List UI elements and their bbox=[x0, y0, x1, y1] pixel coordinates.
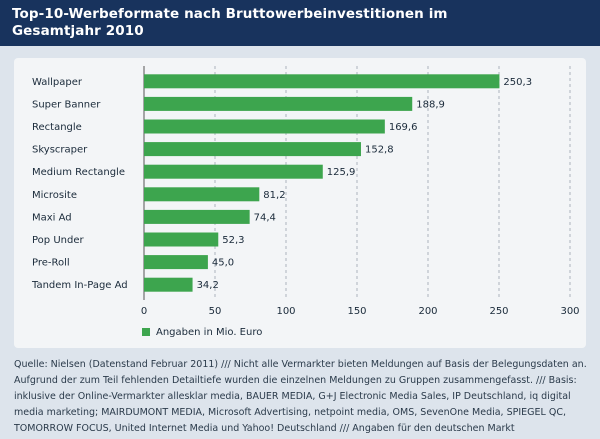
category-label: Pre-Roll bbox=[32, 258, 70, 269]
bar bbox=[144, 119, 385, 134]
value-label: 188,9 bbox=[416, 99, 445, 110]
x-tick-label: 150 bbox=[347, 306, 366, 317]
x-tick-label: 50 bbox=[209, 306, 222, 317]
category-label: Maxi Ad bbox=[32, 212, 72, 223]
category-label: Skyscraper bbox=[32, 145, 88, 156]
chart-title-line-1: Top-10-Werbeformate nach Bruttowerbeinve… bbox=[12, 6, 448, 22]
source-line: TOMORROW FOCUS, United Internet Media un… bbox=[14, 423, 515, 434]
category-label: Super Banner bbox=[32, 99, 101, 110]
x-tick-label: 0 bbox=[141, 306, 147, 317]
value-label: 52,3 bbox=[222, 235, 244, 246]
x-tick-label: 100 bbox=[276, 306, 295, 317]
bar bbox=[144, 142, 361, 157]
x-tick-label: 200 bbox=[418, 306, 437, 317]
legend-label: Angaben in Mio. Euro bbox=[156, 327, 263, 338]
chart-legend: Angaben in Mio. Euro bbox=[142, 324, 262, 342]
legend-swatch bbox=[142, 328, 150, 336]
category-label: Wallpaper bbox=[32, 77, 83, 88]
value-label: 74,4 bbox=[254, 212, 276, 223]
bar bbox=[144, 255, 208, 270]
source-note: Quelle: Nielsen (Datenstand Februar 2011… bbox=[14, 357, 590, 437]
bar bbox=[144, 277, 193, 292]
bar bbox=[144, 164, 323, 179]
bar bbox=[144, 232, 219, 247]
x-tick-label: 300 bbox=[560, 306, 579, 317]
value-label: 81,2 bbox=[263, 190, 285, 201]
value-label: 152,8 bbox=[365, 145, 394, 156]
source-line: Aufgrund der zum Teil fehlenden Detailti… bbox=[14, 375, 577, 386]
bar bbox=[144, 209, 250, 224]
value-label: 34,2 bbox=[197, 280, 219, 291]
value-label: 169,6 bbox=[389, 122, 418, 133]
category-label: Pop Under bbox=[32, 235, 84, 246]
x-tick-label: 250 bbox=[489, 306, 508, 317]
source-line: media marketing; MAIRDUMONT MEDIA, Micro… bbox=[14, 407, 566, 418]
bar bbox=[144, 74, 500, 89]
source-line: inklusive der Online-Vermarkter alleskla… bbox=[14, 391, 571, 402]
category-label: Rectangle bbox=[32, 122, 82, 133]
category-label: Medium Rectangle bbox=[32, 167, 125, 178]
source-line: Quelle: Nielsen (Datenstand Februar 2011… bbox=[14, 359, 587, 370]
bar bbox=[144, 96, 413, 111]
bar bbox=[144, 187, 260, 202]
value-label: 125,9 bbox=[327, 167, 356, 178]
bar-chart: 0 50 100 150 200 250 300 Wallpaper 250,3 Super Ba… bbox=[31, 66, 580, 317]
category-label: Tandem In-Page Ad bbox=[31, 280, 128, 291]
value-label: 250,3 bbox=[503, 77, 532, 88]
category-label: Microsite bbox=[32, 190, 77, 201]
value-label: 45,0 bbox=[212, 258, 234, 269]
chart-panel: 0 50 100 150 200 250 300 Wallpaper 250,3 Super Ba… bbox=[14, 58, 586, 348]
chart-title-line-2: Gesamtjahr 2010 bbox=[12, 23, 144, 39]
chart-header: Top-10-Werbeformate nach Bruttowerbeinve… bbox=[0, 0, 600, 46]
